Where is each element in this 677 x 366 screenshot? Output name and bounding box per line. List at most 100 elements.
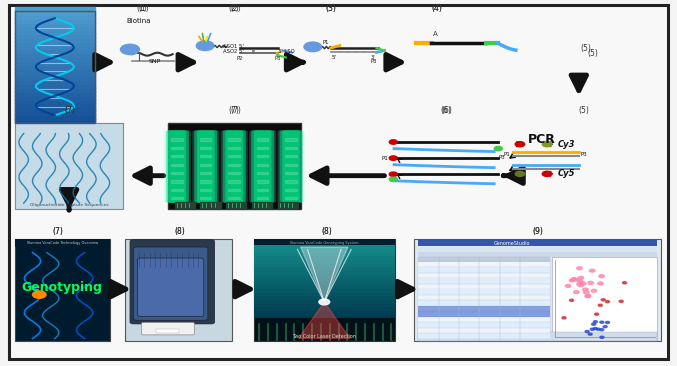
Bar [257, 164, 268, 166]
Bar [15, 22, 95, 26]
Text: Illumina VeraCode Technology Overview: Illumina VeraCode Technology Overview [26, 241, 98, 245]
Bar [254, 263, 395, 267]
FancyBboxPatch shape [221, 130, 248, 203]
Bar [15, 87, 95, 92]
Bar [278, 202, 298, 208]
Bar [254, 285, 395, 289]
Bar [228, 155, 240, 157]
Text: A: A [433, 31, 438, 37]
Bar [257, 147, 268, 149]
Bar [15, 95, 95, 100]
Text: (5): (5) [580, 44, 591, 53]
Bar [418, 257, 550, 340]
Bar [552, 257, 657, 340]
FancyBboxPatch shape [137, 258, 204, 317]
Bar [285, 197, 297, 199]
Bar [228, 180, 240, 183]
Text: Biotina: Biotina [127, 18, 151, 24]
Circle shape [573, 278, 578, 281]
Bar [15, 45, 95, 49]
Text: P3: P3 [580, 152, 587, 157]
Bar [418, 333, 550, 339]
Text: Illumina VeraCode Genotyping System: Illumina VeraCode Genotyping System [290, 241, 359, 244]
Bar [254, 303, 395, 307]
Bar [254, 239, 395, 341]
Bar [228, 138, 240, 141]
Circle shape [588, 333, 592, 335]
Circle shape [389, 156, 397, 160]
Bar [200, 147, 211, 149]
Bar [418, 279, 550, 284]
Circle shape [596, 328, 600, 330]
Bar [257, 197, 268, 199]
Bar [254, 314, 395, 318]
Bar [15, 60, 95, 65]
Circle shape [599, 275, 605, 278]
Bar [15, 11, 95, 123]
Bar [418, 290, 550, 295]
Bar [285, 189, 297, 191]
Text: (5): (5) [579, 106, 590, 115]
Text: 3' LSO: 3' LSO [278, 49, 294, 54]
Bar [254, 267, 395, 271]
Bar [15, 10, 95, 15]
Circle shape [590, 328, 594, 330]
Bar [15, 18, 95, 23]
Bar [228, 189, 240, 191]
Circle shape [494, 146, 502, 151]
Text: (7): (7) [52, 227, 63, 236]
Circle shape [389, 140, 397, 144]
Circle shape [562, 317, 566, 319]
Circle shape [196, 41, 214, 51]
Bar [254, 270, 395, 274]
Text: (4): (4) [431, 4, 442, 13]
Circle shape [600, 336, 604, 338]
Circle shape [584, 291, 589, 294]
Bar [15, 114, 95, 119]
Circle shape [593, 321, 597, 323]
Text: P3: P3 [371, 59, 377, 64]
Bar [228, 172, 240, 174]
Text: SNP: SNP [148, 59, 160, 64]
Text: (8): (8) [174, 227, 185, 236]
Bar [257, 189, 268, 191]
Text: P1: P1 [504, 152, 510, 157]
Circle shape [588, 281, 593, 284]
Bar [15, 123, 123, 209]
Text: PCR: PCR [527, 132, 556, 146]
Text: (9): (9) [533, 227, 544, 236]
Bar [228, 164, 240, 166]
Text: (7): (7) [64, 106, 75, 115]
Bar [226, 202, 246, 208]
Text: (1): (1) [138, 4, 149, 13]
FancyBboxPatch shape [141, 322, 194, 335]
Circle shape [594, 313, 598, 315]
Bar [418, 317, 550, 322]
Bar [15, 30, 95, 34]
Text: ASO1 5': ASO1 5' [223, 44, 244, 49]
Bar [285, 138, 297, 141]
Bar [171, 197, 183, 199]
Bar [418, 247, 657, 252]
Bar [418, 252, 657, 257]
Bar [254, 296, 395, 300]
Circle shape [577, 267, 582, 270]
Bar [15, 107, 95, 111]
Text: Two Color Laser Detection: Two Color Laser Detection [292, 333, 356, 339]
Bar [171, 189, 183, 191]
Bar [171, 138, 183, 141]
Circle shape [598, 304, 603, 306]
Text: (8): (8) [322, 227, 332, 236]
Bar [418, 268, 550, 273]
Bar [200, 202, 221, 208]
FancyBboxPatch shape [164, 130, 191, 203]
Bar [418, 300, 550, 306]
Circle shape [590, 269, 595, 272]
Text: P1: P1 [322, 40, 329, 45]
Circle shape [591, 289, 596, 292]
Bar [254, 252, 395, 256]
Bar [418, 328, 550, 333]
Bar [254, 278, 395, 282]
Bar [15, 83, 95, 88]
Polygon shape [299, 302, 350, 339]
